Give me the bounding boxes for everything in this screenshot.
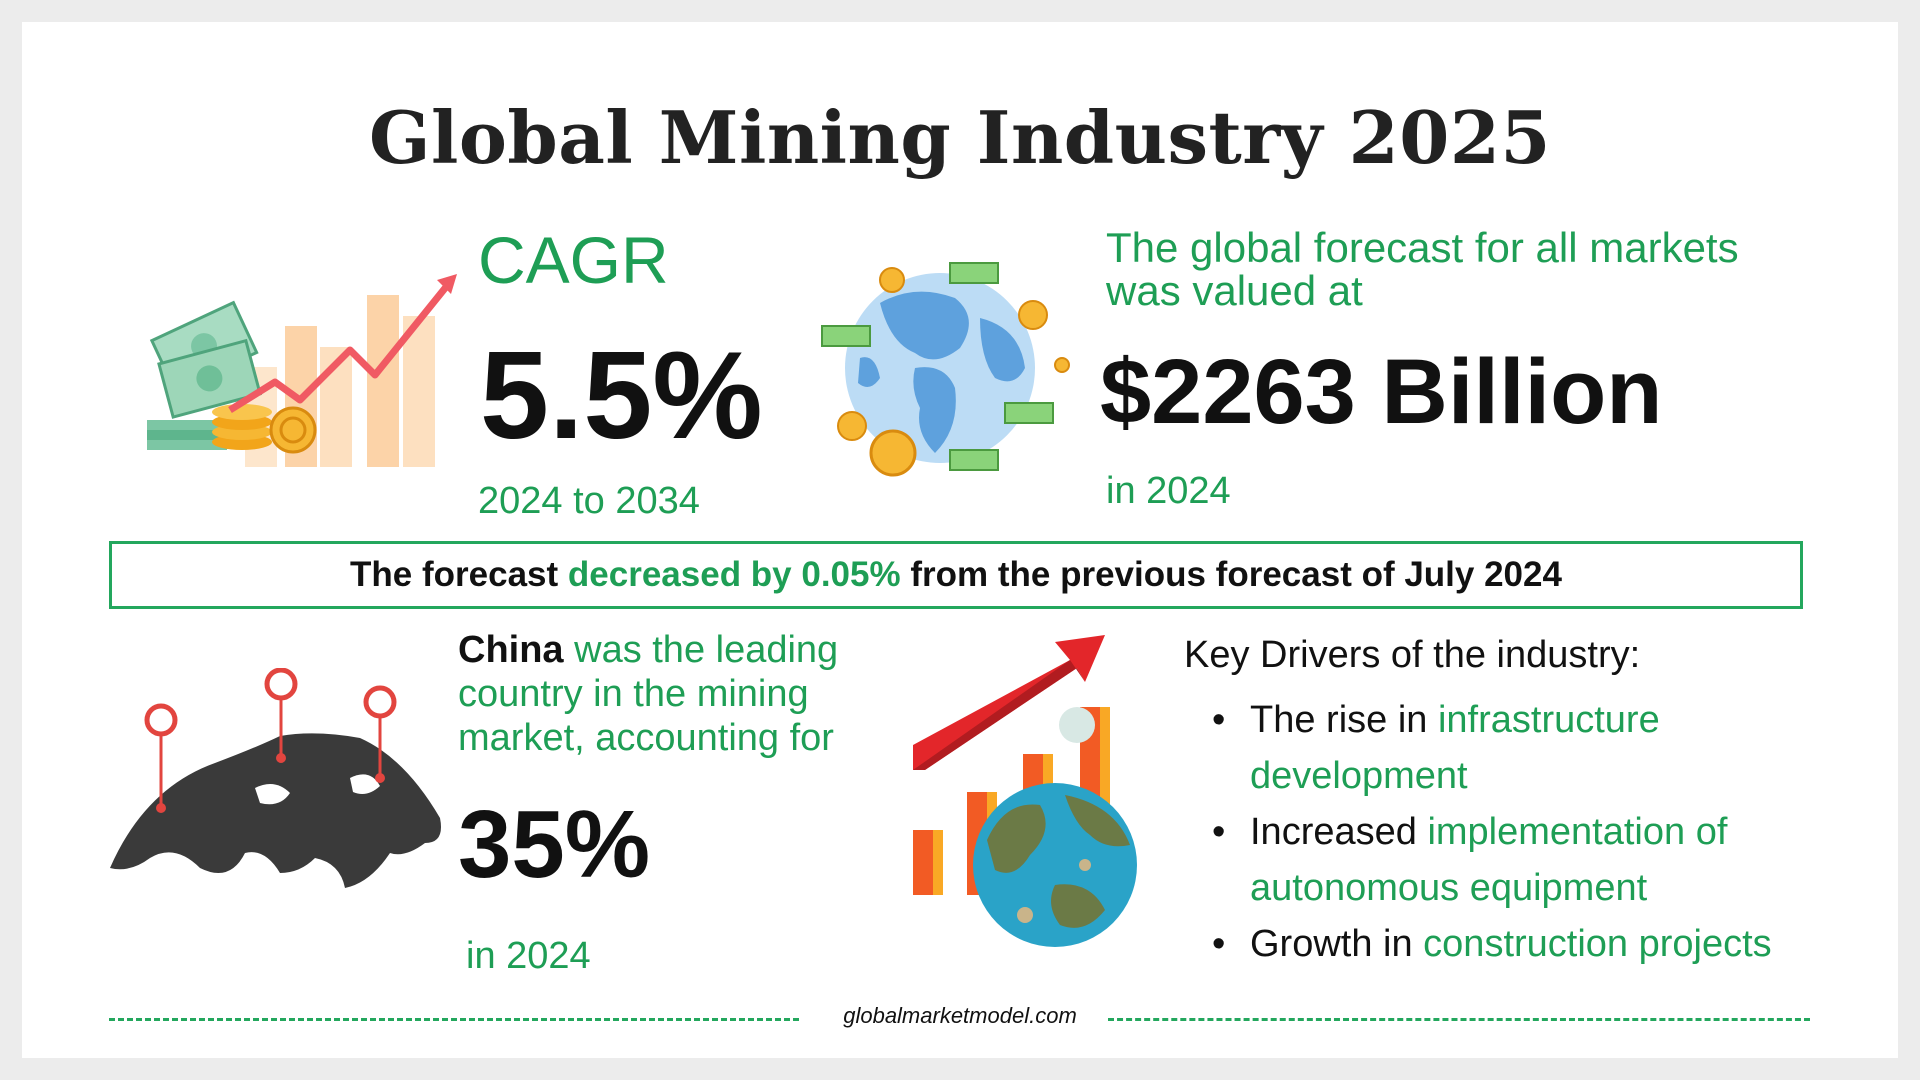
china-text: was the leading country in the mining ma… [458,629,839,759]
driver-item: • Increased implementation of autonomous … [1212,811,1728,909]
world-map-pins-icon [110,668,441,888]
cagr-label: CAGR [478,223,669,297]
cagr-period: 2024 to 2034 [478,480,700,522]
china-country: China [458,629,564,671]
china-share-value: 35% [458,791,651,898]
drivers-title: Key Drivers of the industry: [1184,634,1641,676]
forecast-year: in 2024 [1106,470,1231,512]
growth-globe-chart-icon [913,635,1137,947]
drivers-list: • The rise in infrastructure development … [1200,692,1820,972]
china-year: in 2024 [466,935,591,977]
location-pin-left [144,703,178,813]
banknotes [147,300,262,450]
banner-suffix: from the previous forecast of July 2024 [900,555,1562,594]
driver-item: • Growth in construction projects [1212,923,1772,965]
forecast-label: The global forecast for all markets was … [1106,224,1739,314]
driver-highlight: construction projects [1423,923,1772,965]
coin-stacks [212,404,317,454]
page-title: Global Mining Industry 2025 [368,95,1552,180]
footer-divider-right [1108,1018,1810,1021]
driver-highlight: implementation of autonomous equipment [1250,811,1728,909]
china-description: China was the leading country in the min… [458,628,898,760]
footer-divider-left [109,1018,799,1021]
footer-site: globalmarketmodel.com [843,1003,1077,1028]
driver-plain: The rise in [1250,699,1438,741]
forecast-change-banner: The forecast decreased by 0.05% from the… [109,541,1803,609]
driver-highlight: infrastructure development [1250,699,1660,797]
driver-plain: Growth in [1250,923,1424,965]
red-growth-arrow [913,635,1105,770]
forecast-value: $2263 Billion [1100,341,1663,443]
globe-money-icon [821,262,1070,477]
driver-item: • The rise in infrastructure development [1212,699,1660,797]
location-pin-middle [264,668,298,763]
cagr-value: 5.5% [480,327,763,465]
infographic-card [22,22,1898,1058]
banner-prefix: The forecast [350,555,568,594]
money-growth-chart-icon [147,274,457,467]
driver-plain: Increased [1250,811,1428,853]
location-pin-right [363,685,397,783]
growth-arrow [228,279,453,413]
banner-highlight: decreased by 0.05% [567,555,901,594]
